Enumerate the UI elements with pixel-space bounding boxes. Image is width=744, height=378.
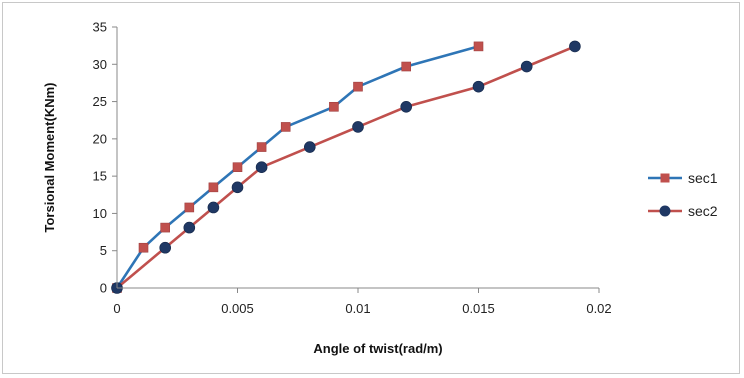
series-line-sec2: [116, 45, 576, 289]
y-tick-label: 30: [93, 57, 107, 72]
legend-marker: [660, 173, 670, 183]
data-point: [255, 161, 268, 173]
y-tick-label: 15: [93, 169, 107, 184]
legend-label: sec2: [688, 203, 718, 219]
x-tick-label: 0.005: [221, 301, 254, 316]
x-tick-label: 0.02: [586, 301, 611, 316]
y-axis-title: Torsional Moment(KNm): [42, 83, 57, 233]
series-sec2: [111, 40, 581, 294]
legend-marker: [659, 205, 671, 217]
y-axis-ticks: 0 5 10 15 20 25 30 35: [93, 20, 117, 296]
x-tick-label: 0.01: [345, 301, 370, 316]
data-point: [160, 222, 170, 233]
data-point: [329, 101, 339, 112]
legend-item-sec2: sec2: [648, 203, 718, 219]
x-tick-label: 0: [113, 301, 120, 316]
legend-label: sec1: [688, 170, 718, 186]
data-point: [256, 142, 267, 152]
data-point: [184, 202, 195, 213]
x-axis-title: Angle of twist(rad/m): [313, 341, 442, 356]
data-point: [353, 81, 363, 92]
data-point: [303, 141, 316, 153]
data-point: [138, 242, 149, 253]
y-tick-label: 5: [100, 243, 107, 258]
data-point: [569, 40, 581, 53]
y-tick-label: 10: [93, 206, 107, 221]
chart-frame: [2, 2, 740, 374]
legend: sec1 sec2: [648, 170, 718, 219]
data-point: [352, 121, 364, 133]
series-sec1: [112, 41, 484, 293]
x-axis-ticks: 0 0.005 0.01 0.015 0.02: [113, 288, 612, 316]
x-tick-label: 0.015: [462, 301, 495, 316]
data-point: [473, 41, 484, 52]
y-tick-label: 0: [100, 281, 107, 296]
y-tick-label: 25: [93, 94, 107, 109]
series-group: [111, 40, 581, 294]
data-point: [159, 241, 171, 254]
data-point: [520, 60, 533, 73]
data-point: [231, 181, 244, 194]
data-point: [401, 61, 412, 72]
data-point: [207, 201, 220, 214]
data-point: [232, 162, 243, 172]
legend-item-sec1: sec1: [648, 170, 718, 186]
series-line-sec1: [115, 45, 479, 289]
y-tick-label: 20: [93, 131, 107, 146]
data-point: [400, 100, 413, 113]
data-point: [280, 122, 291, 132]
y-tick-label: 35: [93, 20, 107, 35]
data-point: [472, 80, 485, 93]
data-point: [183, 221, 196, 234]
data-point: [208, 182, 219, 193]
